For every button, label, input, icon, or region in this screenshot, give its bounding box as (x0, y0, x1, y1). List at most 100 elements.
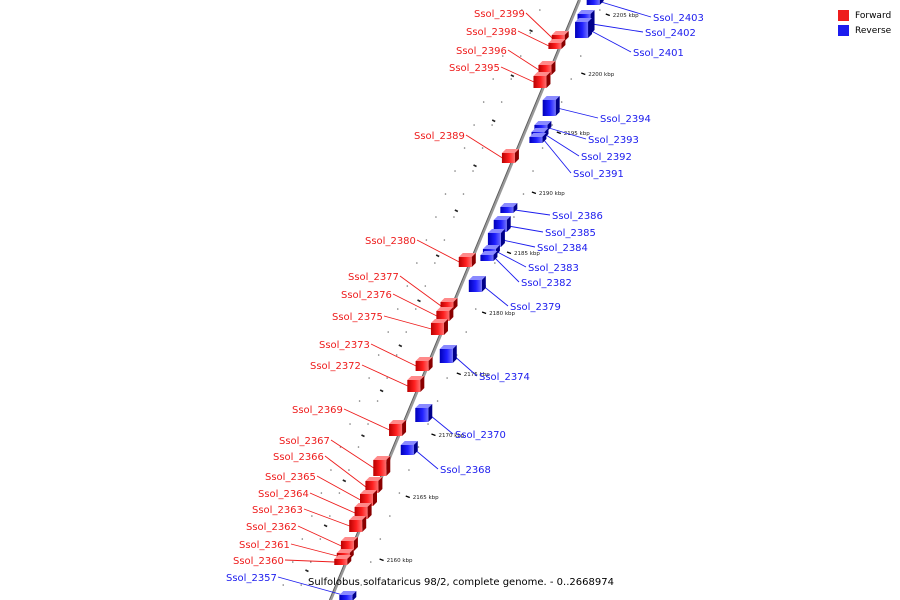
reverse-gene-label: Ssol_2379 (510, 302, 561, 313)
guide-dot (387, 331, 390, 333)
guide-dot (414, 308, 417, 310)
reverse-leader (589, 29, 632, 53)
gene-side-face (373, 490, 377, 506)
gene-side-face (493, 251, 498, 261)
gene-side-face (353, 537, 358, 551)
guide-dot (434, 262, 436, 264)
gene-front-face (334, 559, 348, 565)
gene-side-face (471, 253, 476, 267)
guide-dot (360, 584, 363, 586)
gene-top-face (389, 420, 407, 424)
gene-top-face (534, 121, 552, 125)
forward-gene-label: Ssol_2395 (449, 63, 500, 74)
gene-front-face (586, 0, 600, 5)
guide-dot (398, 492, 401, 494)
reverse-gene-Ssol_2394 (542, 96, 560, 116)
forward-leader (399, 275, 442, 307)
track-dash (342, 479, 347, 483)
guide-dot (368, 377, 370, 379)
gene-top-face (501, 149, 519, 153)
guide-dot (570, 78, 573, 80)
guide-dot (579, 55, 582, 57)
forward-gene-label: Ssol_2362 (246, 522, 297, 533)
gene-top-face (468, 276, 486, 280)
reverse-gene-label: Ssol_2368 (440, 465, 491, 476)
gene-side-face (555, 96, 560, 116)
gene-front-face (373, 460, 387, 476)
forward-gene-label: Ssol_2377 (348, 272, 399, 283)
gene-front-face (349, 520, 363, 532)
guide-dot (300, 584, 303, 586)
guide-dot (510, 78, 513, 80)
reverse-gene-Ssol_2391 (529, 133, 547, 143)
tick-label: 2200 kbp (588, 72, 614, 78)
guide-dot (291, 561, 294, 563)
gene-top-face (531, 128, 549, 132)
forward-gene-Ssol_2398 (548, 39, 566, 49)
gene-top-face (415, 357, 433, 361)
guide-dot (599, 9, 601, 11)
gene-front-face (439, 349, 453, 363)
guide-dot (405, 331, 408, 333)
track-dash (323, 524, 328, 528)
guide-dot (376, 400, 379, 402)
reverse-leader (508, 225, 544, 233)
gene-front-face (542, 100, 556, 116)
forward-gene-label: Ssol_2365 (265, 472, 316, 483)
forward-leader (525, 12, 553, 39)
guide-dot (491, 124, 493, 126)
gene-front-face (440, 302, 454, 310)
gene-top-face (373, 456, 391, 460)
tick-mark (581, 72, 586, 76)
track-dash (529, 29, 533, 33)
forward-leader (309, 492, 356, 514)
gene-side-face (449, 307, 454, 321)
guide-dot (329, 515, 331, 517)
guide-dot (320, 492, 323, 494)
guide-dot (436, 400, 439, 402)
tick-label: 2160 kbp (387, 558, 413, 564)
forward-gene-label: Ssol_2380 (365, 236, 416, 247)
forward-leader (361, 364, 408, 387)
gene-side-face (386, 456, 391, 476)
gene-front-face (400, 445, 414, 455)
gene-front-face (529, 137, 543, 143)
gene-side-face (362, 516, 367, 532)
forward-gene-label: Ssol_2366 (273, 452, 324, 463)
tick-mark (431, 433, 436, 437)
guide-dot (425, 239, 428, 241)
gene-side-face (402, 420, 407, 436)
guide-dot (319, 538, 322, 540)
track-dash (379, 389, 384, 393)
tick-label: 2170 kbp (438, 433, 464, 439)
forward-gene-Ssol_2360 (334, 555, 352, 565)
guide-dot (396, 308, 399, 310)
gene-side-face (514, 149, 519, 163)
guide-dot (446, 377, 448, 379)
gene-side-face (420, 376, 425, 392)
reverse-gene-label: Ssol_2402 (645, 28, 696, 39)
guide-dot (511, 32, 514, 34)
forward-leader (343, 408, 390, 431)
tick-label: 2180 kbp (489, 311, 515, 317)
reverse-gene-Ssol_2357 (339, 591, 357, 600)
guide-dot (349, 423, 351, 425)
track-dash (510, 74, 515, 78)
tick-label: 2175 kbp (464, 372, 490, 378)
reverse-gene-label: Ssol_2370 (455, 430, 506, 441)
gene-side-face (506, 216, 511, 232)
tick-mark (605, 13, 611, 17)
guide-dot (395, 354, 398, 356)
gene-top-face (439, 345, 457, 349)
reverse-gene-label: Ssol_2357 (226, 573, 277, 584)
guide-dot (311, 515, 313, 517)
gene-top-face (430, 319, 448, 323)
forward-leader (500, 66, 535, 83)
forward-leader (383, 315, 432, 330)
guide-dot (481, 147, 484, 149)
forward-leader (330, 439, 375, 469)
legend-forward[interactable]: Forward (838, 8, 891, 23)
gene-side-face (453, 298, 458, 310)
legend-reverse[interactable]: Reverse (838, 23, 891, 38)
gene-front-face (430, 323, 444, 335)
